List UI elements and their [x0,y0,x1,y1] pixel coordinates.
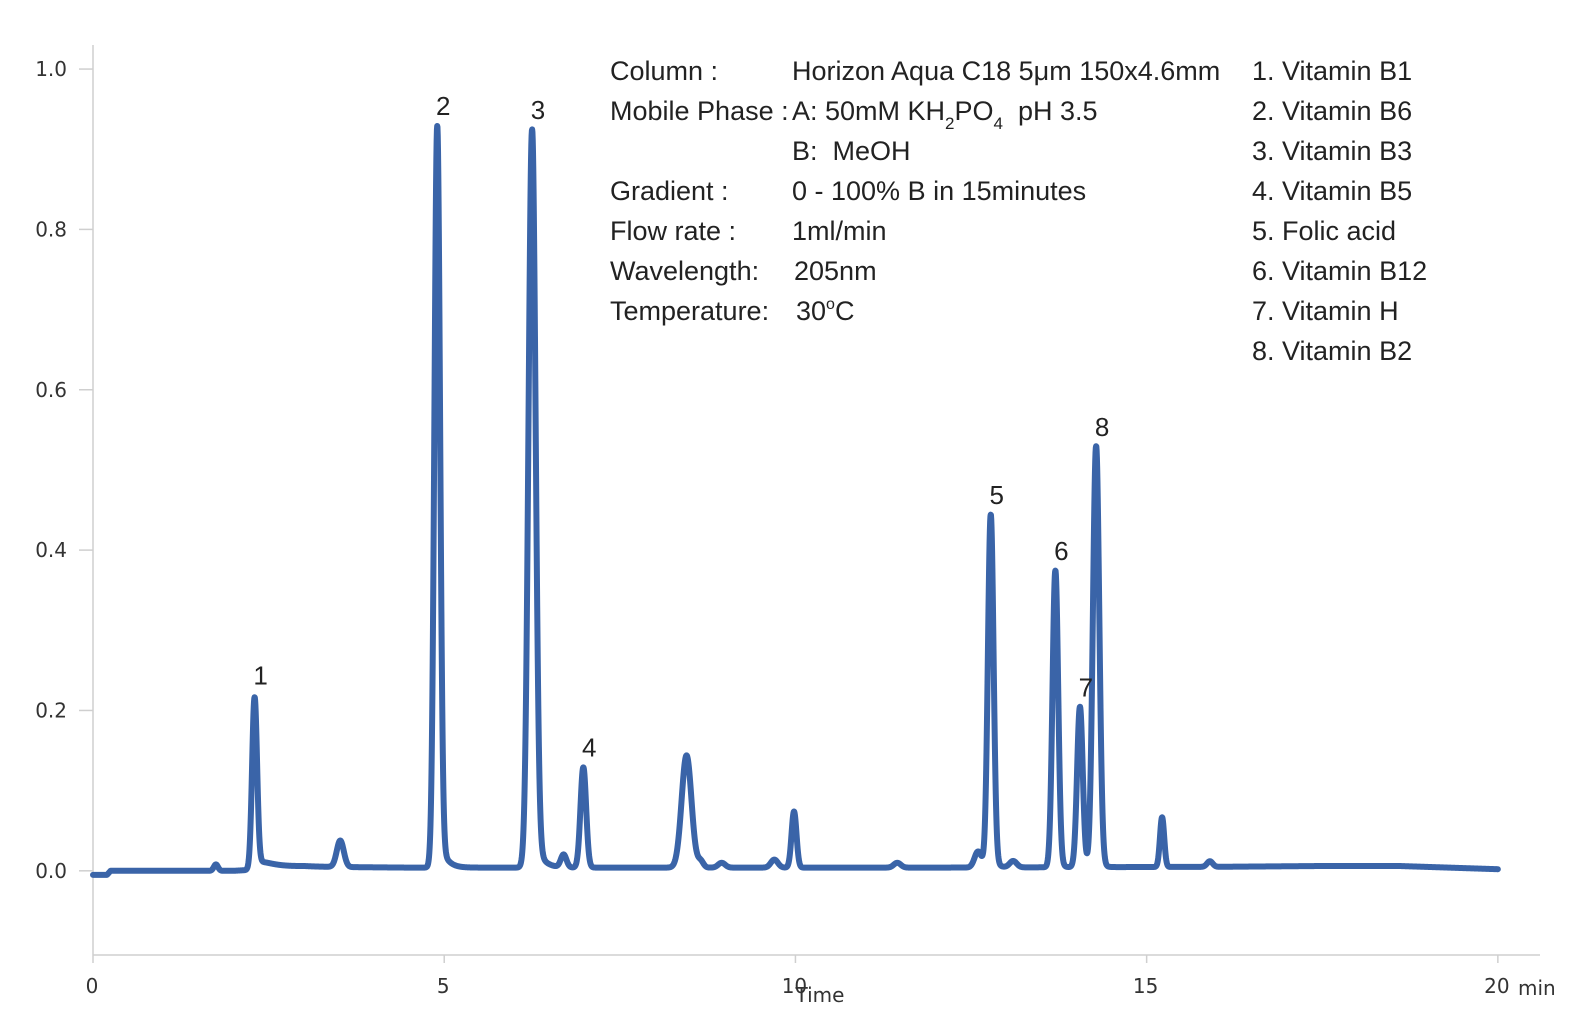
peak-label-4: 4 [582,733,596,763]
x-tick-label: 5 [437,974,450,998]
legend-item: 8. Vitamin B2 [1252,336,1412,366]
x-tick-label: 10 [782,974,807,998]
condition-flow-rate-value: 1ml/min [792,216,887,246]
x-tick-label: 15 [1133,974,1158,998]
condition-column-value: Horizon Aqua C18 5μm 150x4.6mm [792,56,1220,86]
x-axis-unit: min [1518,976,1556,1000]
peak-label-5: 5 [989,480,1003,510]
x-tick-label: 20 [1484,974,1509,998]
conditions-panel: Column : Horizon Aqua C18 5μm 150x4.6mm … [610,56,1220,326]
x-axis-title: Time [795,983,845,1007]
peak-label-1: 1 [253,660,267,690]
legend-item: 3. Vitamin B3 [1252,136,1412,166]
condition-temperature-key: Temperature: [610,296,769,326]
x-tick-label: 0 [86,974,99,998]
mobile-phase-subscript: 2 [945,114,954,133]
peak-label-3: 3 [531,95,545,125]
peak-labels: 1 2 3 4 5 6 7 8 [253,91,1109,762]
condition-gradient-key: Gradient : [610,176,729,206]
y-tick-label: 0.4 [35,538,67,562]
condition-gradient-value: 0 - 100% B in 15minutes [792,176,1086,206]
mobile-phase-part: A: 50mM KH [792,96,945,126]
legend-item: 1. Vitamin B1 [1252,56,1412,86]
chromatogram-trace [90,122,1501,878]
condition-mobile-phase-value: A: 50mM KH2PO4 pH 3.5 [792,96,1098,133]
condition-column-key: Column : [610,56,718,86]
condition-wavelength-value: 205nm [794,256,877,286]
x-ticks: 0 5 10 15 20 [86,955,1510,998]
legend-item: 5. Folic acid [1252,216,1396,246]
peak-label-8: 8 [1095,412,1109,442]
y-tick-label: 0.2 [35,698,67,722]
y-tick-label: 0.8 [35,217,67,241]
mobile-phase-subscript: 4 [994,114,1003,133]
mobile-phase-part: PO [955,96,994,126]
temperature-part: C [835,296,855,326]
legend-item: 6. Vitamin B12 [1252,256,1427,286]
condition-mobile-phase-key: Mobile Phase : [610,96,789,126]
peak-label-7: 7 [1079,672,1093,702]
temperature-part: 30 [796,296,826,326]
y-tick-label: 0.6 [35,378,67,402]
condition-wavelength-key: Wavelength: [610,256,759,286]
y-tick-label: 1.0 [35,57,67,81]
legend-item: 4. Vitamin B5 [1252,176,1412,206]
mobile-phase-part: pH 3.5 [1003,96,1098,126]
legend-item: 7. Vitamin H [1252,296,1399,326]
axes [92,45,1540,956]
peak-label-6: 6 [1054,536,1068,566]
y-tick-label: 0.0 [35,859,67,883]
temperature-degree: o [826,296,835,313]
legend-item: 2. Vitamin B6 [1252,96,1412,126]
peak-legend: 1. Vitamin B1 2. Vitamin B6 3. Vitamin B… [1252,56,1427,366]
y-ticks: 0.0 0.2 0.4 0.6 0.8 1.0 [35,57,93,883]
condition-flow-rate-key: Flow rate : [610,216,736,246]
condition-mobile-phase-b-value: B: MeOH [792,136,911,166]
condition-temperature-value: 30oC [796,296,854,326]
peak-label-2: 2 [436,91,450,121]
